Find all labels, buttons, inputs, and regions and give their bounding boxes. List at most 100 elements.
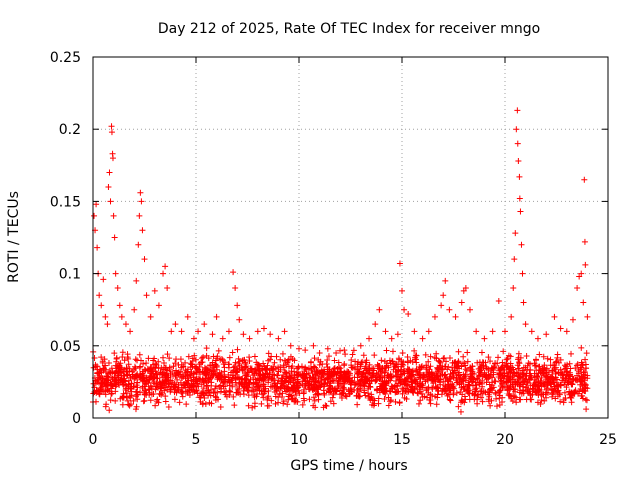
- data-point: [567, 394, 574, 401]
- data-point: [417, 397, 424, 404]
- data-point: [515, 157, 522, 164]
- data-point: [248, 388, 255, 395]
- data-point: [525, 360, 532, 367]
- data-point: [482, 389, 489, 396]
- data-point: [460, 360, 467, 367]
- data-point: [265, 377, 272, 384]
- data-point: [327, 378, 334, 385]
- data-point: [98, 380, 105, 387]
- data-point: [120, 372, 127, 379]
- data-point: [298, 363, 305, 370]
- data-point: [105, 183, 112, 190]
- data-point: [306, 396, 313, 403]
- data-point: [246, 335, 253, 342]
- data-point: [540, 381, 547, 388]
- data-point: [225, 364, 232, 371]
- data-point: [412, 378, 419, 385]
- data-point: [385, 394, 392, 401]
- data-point: [426, 396, 433, 403]
- data-point: [469, 390, 476, 397]
- data-point: [550, 387, 557, 394]
- data-point: [132, 372, 139, 379]
- data-point: [119, 401, 126, 408]
- data-point: [203, 345, 210, 352]
- data-point: [175, 381, 182, 388]
- data-point: [578, 270, 585, 277]
- x-tick-label: 5: [192, 432, 201, 448]
- data-point: [352, 358, 359, 365]
- data-point: [396, 374, 403, 381]
- data-point: [366, 335, 373, 342]
- data-point: [284, 357, 291, 364]
- data-point: [450, 374, 457, 381]
- data-point: [581, 176, 588, 183]
- data-point: [325, 353, 332, 360]
- data-point: [137, 189, 144, 196]
- chart-title: Day 212 of 2025, Rate Of TEC Index for r…: [158, 21, 540, 37]
- data-point: [122, 385, 129, 392]
- data-point: [479, 398, 486, 405]
- data-point: [299, 401, 306, 408]
- data-point: [462, 371, 469, 378]
- data-point: [531, 360, 538, 367]
- data-point: [335, 364, 342, 371]
- data-point: [253, 393, 260, 400]
- data-point: [150, 390, 157, 397]
- data-point: [425, 389, 432, 396]
- data-point: [515, 354, 522, 361]
- data-point: [344, 368, 351, 375]
- data-point: [164, 351, 171, 358]
- data-point: [147, 313, 154, 320]
- data-point: [147, 382, 154, 389]
- data-point: [323, 403, 330, 410]
- data-point: [333, 375, 340, 382]
- data-point: [532, 381, 539, 388]
- data-point: [234, 386, 241, 393]
- data-point: [579, 361, 586, 368]
- data-point: [226, 382, 233, 389]
- data-point: [202, 375, 209, 382]
- data-point: [153, 398, 160, 405]
- data-point: [289, 355, 296, 362]
- data-point: [132, 356, 139, 363]
- data-point: [106, 169, 113, 176]
- data-point: [536, 386, 543, 393]
- data-point: [442, 358, 449, 365]
- data-point: [394, 383, 401, 390]
- data-point: [234, 368, 241, 375]
- data-point: [348, 356, 355, 363]
- data-point: [397, 380, 404, 387]
- data-point: [142, 381, 149, 388]
- data-point: [310, 342, 317, 349]
- data-point: [256, 362, 263, 369]
- data-point: [96, 374, 103, 381]
- data-point: [485, 354, 492, 361]
- data-point: [400, 359, 407, 366]
- data-point: [307, 359, 314, 366]
- data-point: [253, 369, 260, 376]
- data-point: [135, 241, 142, 248]
- data-point: [321, 381, 328, 388]
- data-point: [242, 359, 249, 366]
- data-point: [222, 359, 229, 366]
- data-point: [138, 198, 145, 205]
- data-point: [270, 363, 277, 370]
- data-point: [189, 389, 196, 396]
- data-point: [291, 382, 298, 389]
- data-point: [560, 374, 567, 381]
- data-point: [271, 359, 278, 366]
- data-point: [528, 328, 535, 335]
- data-point: [197, 376, 204, 383]
- y-tick-label: 0: [72, 411, 81, 427]
- data-point: [381, 395, 388, 402]
- data-point: [278, 375, 285, 382]
- data-point: [356, 393, 363, 400]
- data-point: [505, 364, 512, 371]
- data-point: [118, 313, 125, 320]
- data-point: [476, 359, 483, 366]
- data-point: [520, 299, 527, 306]
- data-point: [457, 408, 464, 415]
- data-point: [315, 391, 322, 398]
